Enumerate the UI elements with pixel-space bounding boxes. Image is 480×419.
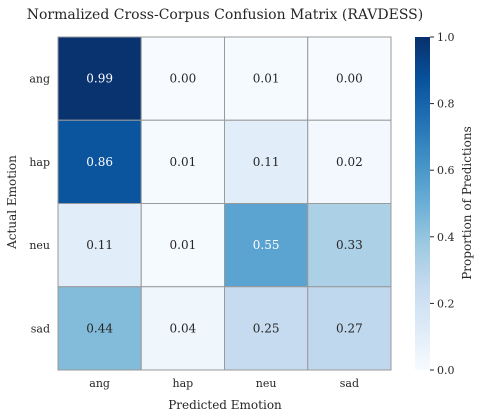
colorbar-label: Proportion of Predictions xyxy=(460,126,474,280)
cell-value-label: 0.01 xyxy=(253,72,280,86)
cell-value-label: 0.11 xyxy=(86,238,113,252)
heatmap-cell-hap-ang xyxy=(57,119,142,204)
heatmap-cells: 0.99 0.00 0.01 0.00 0.86 0.01 0.11 0.02 0.11 0.01… xyxy=(57,36,392,371)
cell-value-label: 0.33 xyxy=(336,238,363,252)
cell-value-label: 0.44 xyxy=(86,321,113,335)
x-tick-label: hap xyxy=(173,377,194,390)
heatmap-cell-ang-hap xyxy=(140,36,225,121)
cell-value-label: 0.55 xyxy=(253,238,280,252)
y-tick-label: hap xyxy=(29,156,50,169)
colorbar-tick-label: 1.0 xyxy=(437,31,455,44)
heatmap-cell-sad-hap xyxy=(140,286,225,371)
x-axis-label: Predicted Emotion xyxy=(168,398,282,412)
x-axis-ticks: ang hap neu sad xyxy=(89,377,359,390)
heatmap-cell-hap-sad xyxy=(307,119,392,204)
cell-value-label: 0.00 xyxy=(336,72,363,86)
cell-value-label: 0.04 xyxy=(170,321,197,335)
colorbar-tick-label: 0.2 xyxy=(437,297,455,310)
y-axis-label: Actual Emotion xyxy=(5,155,19,250)
heatmap-cell-neu-hap xyxy=(140,203,225,288)
cell-value-label: 0.01 xyxy=(170,238,197,252)
cell-value-label: 0.27 xyxy=(336,321,363,335)
heatmap-cell-neu-sad xyxy=(307,203,392,288)
colorbar-gradient xyxy=(415,37,430,370)
y-tick-label: ang xyxy=(29,73,50,86)
cell-value-label: 0.01 xyxy=(170,155,197,169)
heatmap-cell-sad-sad xyxy=(307,286,392,371)
cell-value-label: 0.02 xyxy=(336,155,363,169)
y-tick-label: neu xyxy=(29,239,50,252)
chart-title: Normalized Cross-Corpus Confusion Matrix… xyxy=(27,7,424,23)
heatmap-cell-sad-ang xyxy=(57,286,142,371)
cell-value-label: 0.99 xyxy=(86,72,113,86)
x-tick-label: sad xyxy=(340,377,359,390)
colorbar-tick-label: 0.8 xyxy=(437,98,455,111)
colorbar-ticks: 0.0 0.2 0.4 0.6 0.8 1.0 xyxy=(430,31,455,377)
heatmap-cell-ang-ang xyxy=(57,36,142,121)
colorbar: 0.0 0.2 0.4 0.6 0.8 1.0 Proportion of Predict… xyxy=(415,31,474,377)
colorbar-tick-label: 0.0 xyxy=(437,364,455,377)
heatmap-cell-ang-sad xyxy=(307,36,392,121)
cell-value-label: 0.00 xyxy=(170,72,197,86)
colorbar-tick-label: 0.4 xyxy=(437,231,455,244)
x-tick-label: neu xyxy=(256,377,277,390)
cell-value-label: 0.25 xyxy=(253,321,280,335)
y-tick-label: sad xyxy=(31,322,50,335)
heatmap-cell-hap-hap xyxy=(140,119,225,204)
y-axis-ticks: ang hap neu sad xyxy=(29,73,50,336)
cell-value-label: 0.86 xyxy=(86,155,113,169)
heatmap-cell-ang-neu xyxy=(224,36,309,121)
colorbar-tick-label: 0.6 xyxy=(437,164,455,177)
x-tick-label: ang xyxy=(89,377,110,390)
cell-value-label: 0.11 xyxy=(253,155,280,169)
